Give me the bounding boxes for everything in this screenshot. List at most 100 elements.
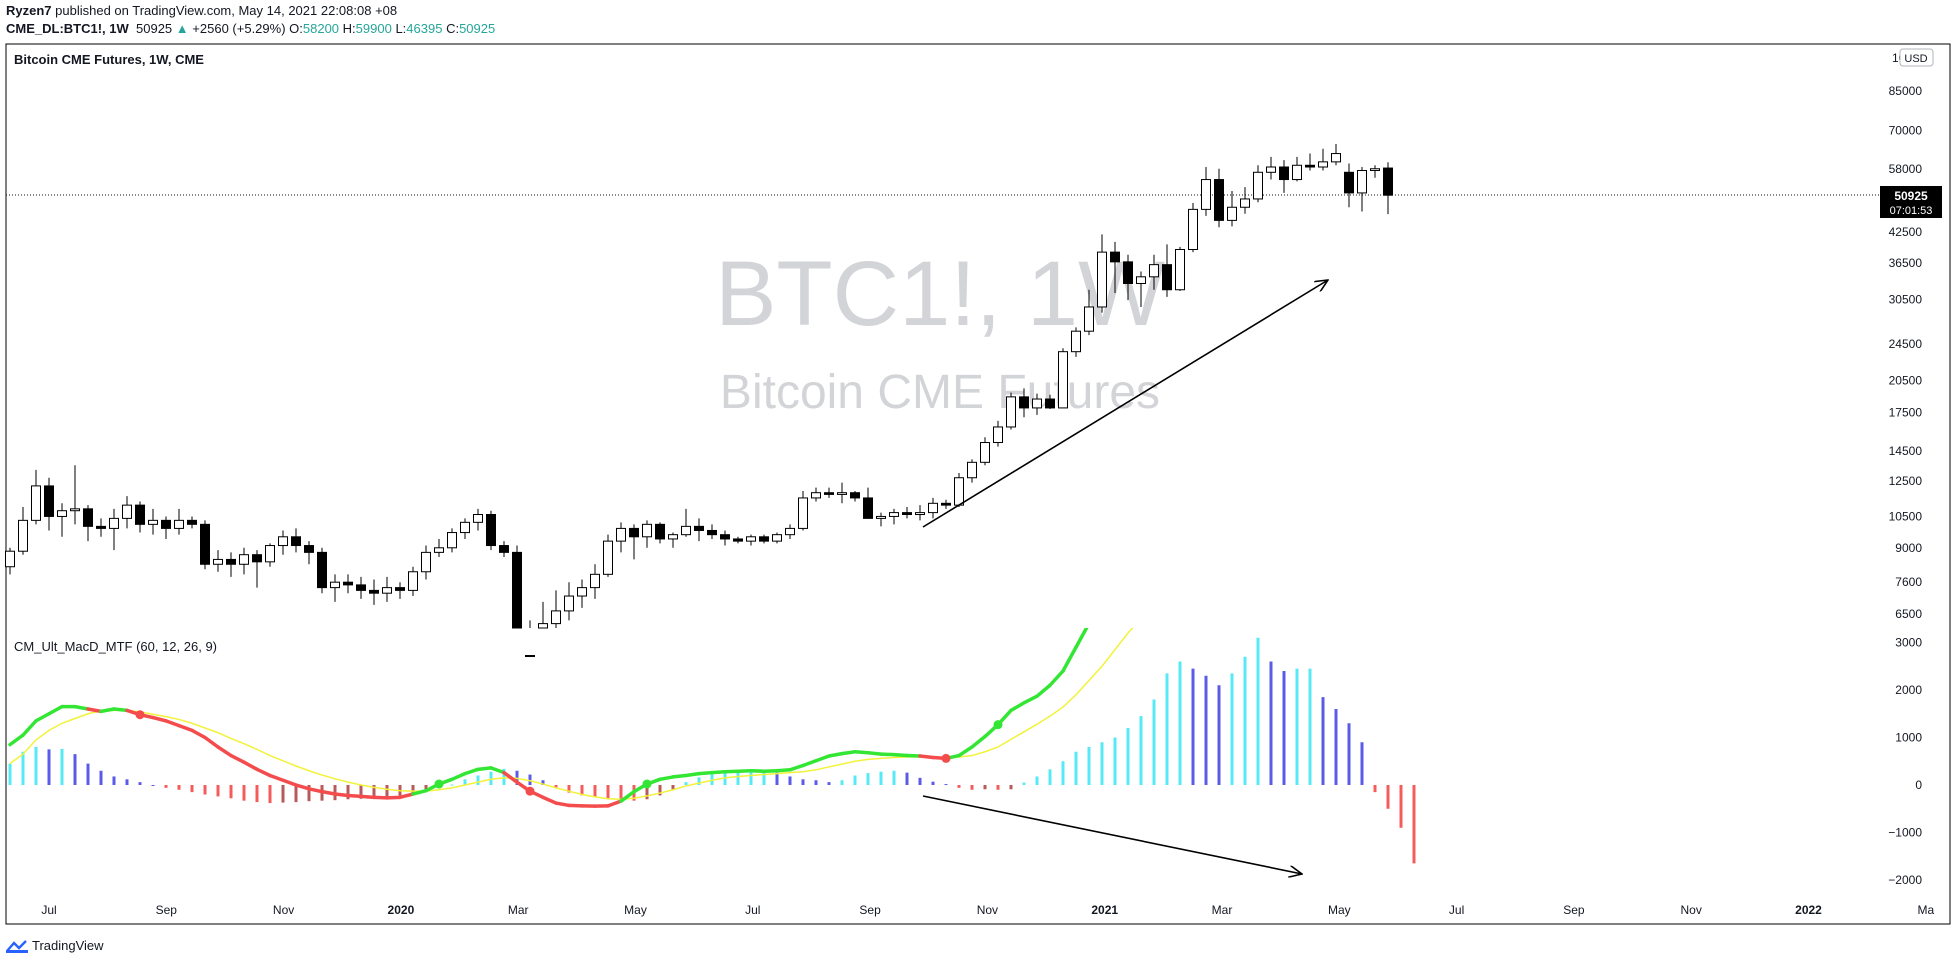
macd-histogram-bar	[203, 785, 207, 795]
macd-histogram-bar	[138, 782, 142, 785]
candle-body	[1331, 153, 1341, 163]
candle-body	[525, 655, 535, 658]
candle-body	[1097, 251, 1107, 308]
candle-body	[460, 521, 470, 534]
macd-histogram-bar	[619, 785, 623, 801]
candle-body	[1149, 264, 1159, 278]
candle-body	[187, 519, 197, 525]
macd-histogram-bar	[840, 780, 844, 785]
macd-histogram-bar	[775, 772, 779, 785]
macd-histogram-bar	[645, 785, 649, 800]
time-tick-label: Sep	[156, 903, 178, 917]
price-axis: 6500 7600 9000 10500 12500 14500 17500 20500 245…	[1889, 84, 1923, 621]
macd-line-segment	[1336, 476, 1349, 486]
macd-line-segment	[502, 770, 519, 784]
signal-line	[9, 628, 1134, 801]
macd-line-segment	[1102, 567, 1115, 598]
candle-body	[1201, 179, 1211, 210]
macd-line-segment	[1167, 486, 1180, 500]
macd-histogram-bar	[489, 771, 493, 785]
last-price-badge-value: 50925	[1894, 189, 1928, 203]
currency-badge[interactable]	[1899, 48, 1934, 67]
candle-body	[850, 492, 860, 499]
publish-date: published on TradingView.com, May 14, 20…	[55, 3, 398, 18]
candle-body	[434, 547, 444, 553]
macd-line-segment	[1048, 669, 1065, 687]
candle-body	[772, 534, 782, 542]
time-tick-label: Nov	[273, 903, 294, 917]
candle-body	[1383, 167, 1393, 196]
price-tick-label: 42500	[1889, 225, 1923, 239]
macd-line-segment	[47, 704, 64, 716]
macd-histogram-bar	[164, 785, 168, 788]
macd-line-segment	[320, 789, 337, 796]
candle-body	[551, 610, 561, 625]
time-tick-label: Jul	[745, 903, 760, 917]
time-axis: Jul Sep Nov 2020 Mar May Jul Sep Nov 2021 Mar May Ju…	[41, 903, 1934, 917]
macd-line-segment	[21, 719, 38, 737]
macd-histogram-bar	[1191, 668, 1195, 785]
macd-histogram-bar	[801, 779, 805, 785]
macd-histogram-bar	[541, 780, 545, 785]
macd-histogram-bar	[567, 785, 571, 793]
candle-body	[1253, 171, 1263, 200]
macd-histogram-bar	[970, 785, 974, 790]
macd-histogram-bar	[60, 748, 64, 785]
macd-histogram-bar	[242, 785, 246, 801]
macd-line-segment	[1035, 683, 1052, 698]
macd-histogram-bar	[463, 779, 467, 785]
macd-line-segment	[112, 707, 129, 713]
candle-body	[5, 550, 15, 568]
macd-line-segment	[229, 753, 246, 764]
macd-histogram-bar	[1035, 776, 1039, 785]
macd-histogram-bar	[528, 774, 532, 785]
macd-line-segment	[307, 787, 324, 794]
time-tick-label: Jul	[41, 903, 56, 917]
candle-body	[1318, 161, 1328, 168]
high-label: H:	[342, 21, 356, 36]
indicator-title: CM_Ult_MacD_MTF (60, 12, 26, 9)	[14, 639, 217, 654]
macd-line-segment	[1245, 453, 1258, 455]
macd-line-segment	[697, 770, 714, 776]
macd-histogram-bar	[749, 770, 753, 785]
macd-histogram-bar	[606, 785, 610, 800]
macd-histogram-bar	[1061, 761, 1065, 785]
candle-body	[512, 551, 522, 629]
macd-histogram-bar	[1412, 785, 1416, 864]
macd-histogram-bar	[1386, 785, 1390, 809]
macd-tick-label: −1000	[1888, 826, 1922, 840]
macd-histogram-bar	[853, 775, 857, 785]
footer-brand[interactable]: TradingView	[32, 938, 104, 953]
macd-histogram-bar	[1256, 637, 1260, 785]
macd-trendline-arrow[interactable]	[922, 795, 1302, 874]
macd-histogram-bar	[1399, 785, 1403, 828]
macd-line-segment	[177, 723, 194, 733]
macd-histogram-bar	[411, 785, 415, 793]
macd-histogram-bar	[879, 771, 883, 785]
macd-line-segment	[866, 750, 883, 756]
price-trendline-arrow[interactable]	[922, 280, 1328, 528]
macd-line-segment	[242, 760, 259, 772]
macd-histogram-bar	[983, 785, 987, 790]
macd-line-segment	[1284, 455, 1297, 457]
macd-line-segment	[1323, 467, 1336, 477]
time-tick-label: May	[624, 903, 647, 917]
macd-histogram-bar	[671, 785, 675, 790]
time-tick-label: Sep	[859, 903, 881, 917]
macd-line-segment	[34, 712, 51, 723]
macd-histogram-bar	[151, 785, 155, 786]
time-tick-label: Ma	[1917, 903, 1934, 917]
macd-line-segment	[346, 793, 363, 799]
macd-tick-label: 1000	[1895, 731, 1922, 745]
candle-body	[70, 508, 80, 512]
macd-histogram-bar	[1087, 747, 1091, 785]
candle-body	[902, 512, 912, 516]
macd-line-segment	[606, 799, 623, 808]
macd-histogram-bar	[1178, 661, 1182, 785]
candle-body	[1006, 396, 1016, 428]
footer: TradingView	[6, 938, 104, 953]
candle-body	[655, 523, 665, 540]
author-name[interactable]: Ryzen7	[6, 3, 52, 18]
macd-histogram-bar	[34, 747, 38, 785]
